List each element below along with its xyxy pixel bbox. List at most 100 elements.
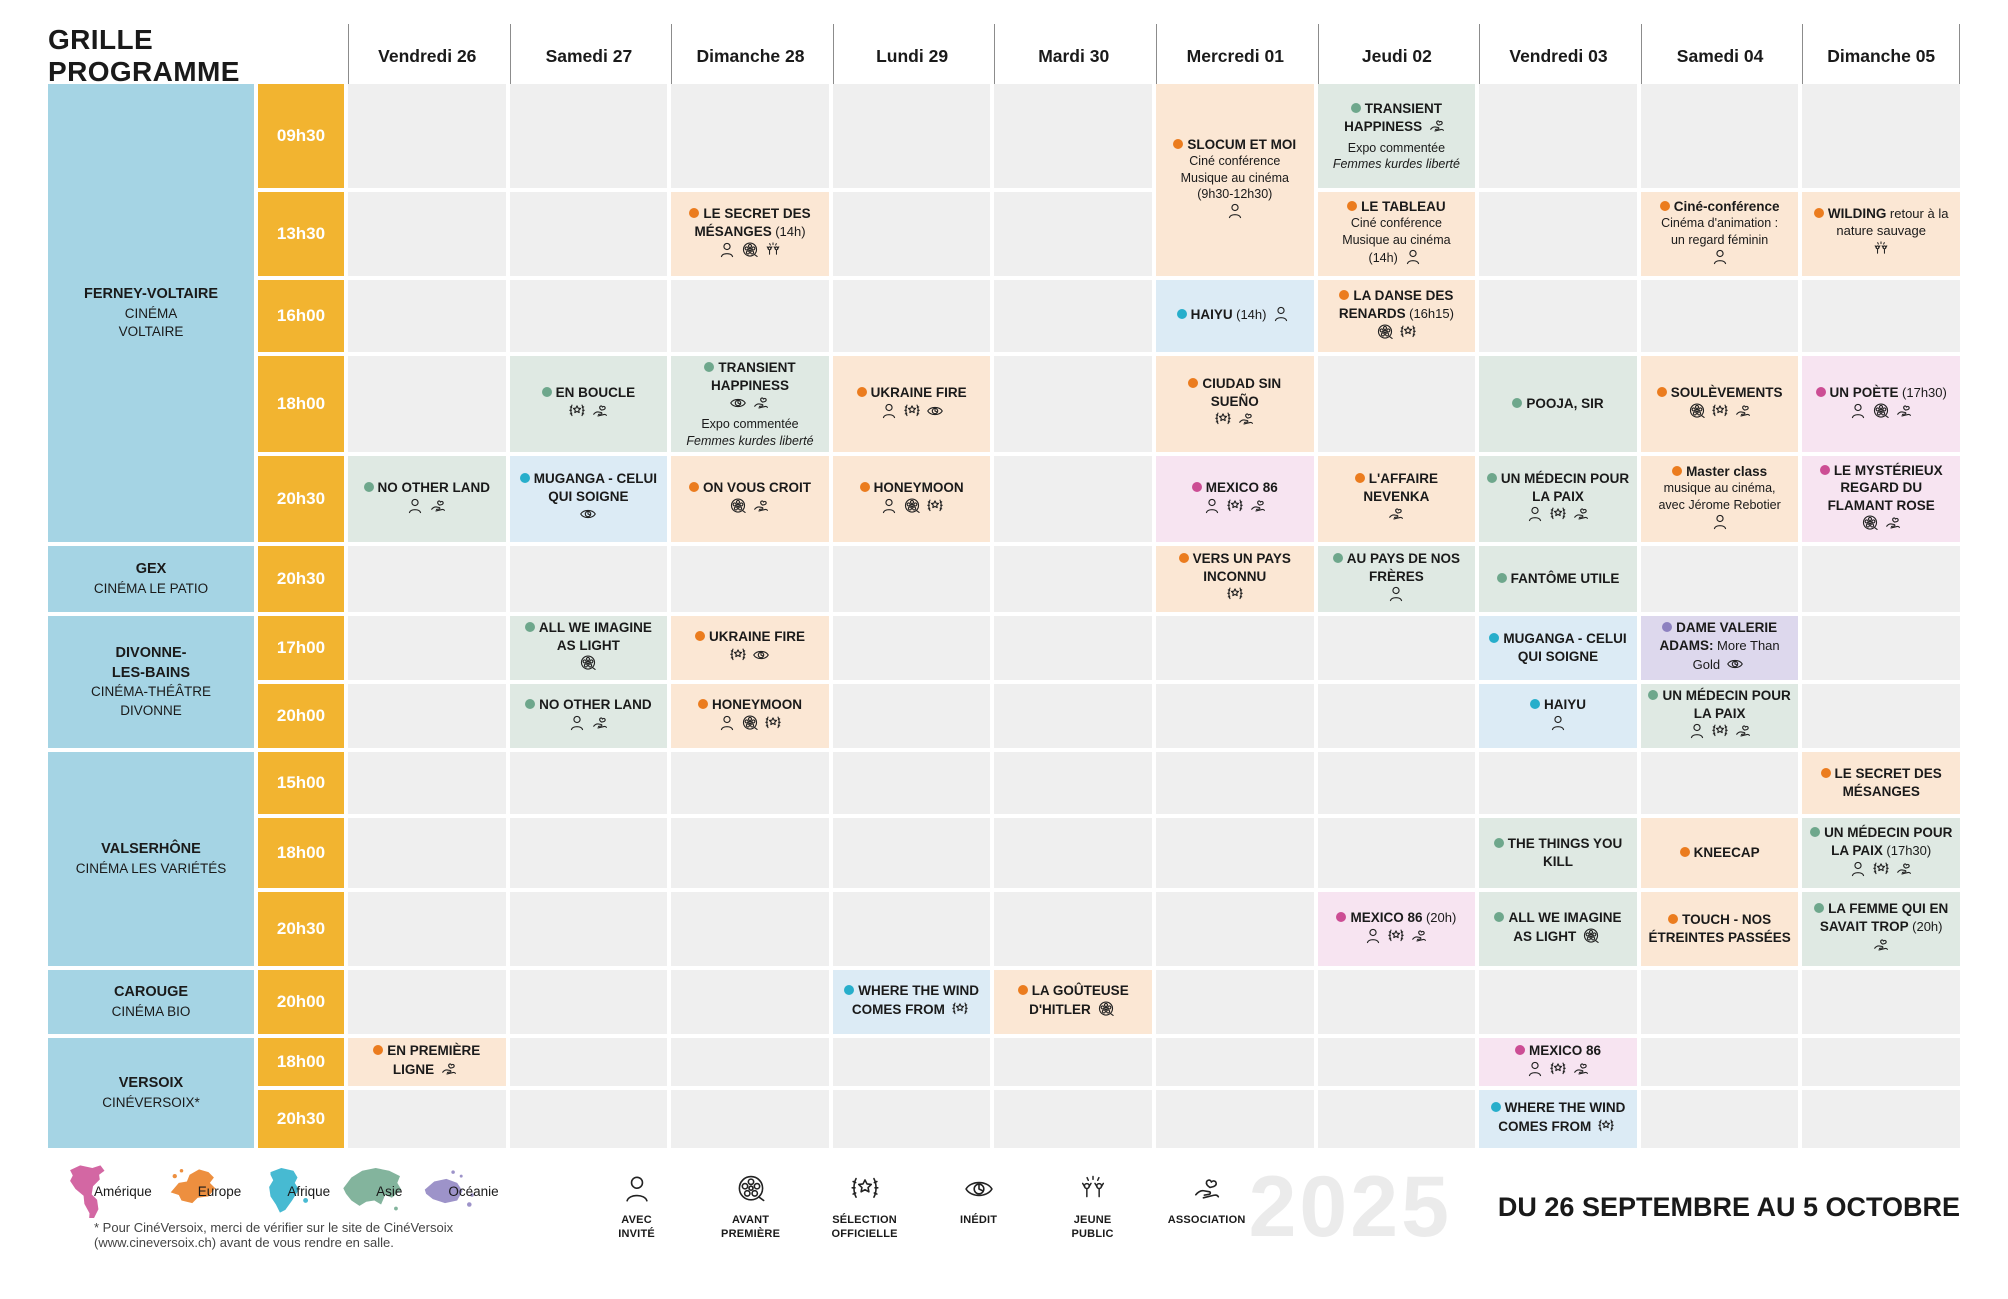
- icon-line: [678, 714, 822, 736]
- venue-label: DIVONNE- LES-BAINS CINÉMA-THÉÂTRE DIVONNE: [48, 616, 254, 748]
- empty-cell: [832, 892, 991, 966]
- program-cell: HONEYMOON: [832, 456, 991, 542]
- empty-cell: [1640, 1090, 1799, 1148]
- avec-invite-icon: [1849, 402, 1867, 424]
- time-label: 20h30: [258, 546, 344, 612]
- icon-row: [1094, 1001, 1117, 1017]
- program-cell: WHERE THE WIND COMES FROM: [832, 970, 991, 1034]
- selection-icon: [1711, 402, 1729, 424]
- empty-cell: [1156, 1090, 1314, 1148]
- program-cell: THE THINGS YOU KILL: [1479, 818, 1637, 888]
- film-title: Master class: [1686, 463, 1768, 479]
- film-title: TRANSIENT HAPPINESS: [1344, 100, 1443, 135]
- icon-line: [1648, 248, 1792, 270]
- film-title: MEXICO 86: [1350, 909, 1423, 925]
- empty-cell: [1479, 84, 1637, 188]
- empty-cell: [348, 280, 506, 352]
- film-title: MUGANGA - CELUI QUI SOIGNE: [1503, 631, 1627, 664]
- avec-invite-icon: [1849, 860, 1867, 882]
- avant-premiere-icon: [1097, 1000, 1115, 1022]
- icon-line: [1648, 402, 1792, 424]
- continent-legend-item: Amérique: [58, 1164, 152, 1218]
- program-cell-content: TRANSIENT HAPPINESS Expo commentée Femmes…: [1325, 100, 1469, 172]
- empty-cell: [1802, 546, 1960, 612]
- icon-line: [517, 505, 661, 527]
- avant-premiere-icon: [1582, 927, 1600, 949]
- program-cell: POOJA, SIR: [1479, 356, 1637, 452]
- time-label: 20h00: [258, 970, 344, 1034]
- afrique-map-icon: [269, 1168, 309, 1213]
- inedit-icon: [1726, 655, 1744, 677]
- time-label: 17h00: [258, 616, 344, 680]
- program-cell-content: MUGANGA - CELUI QUI SOIGNE: [517, 470, 661, 527]
- empty-cell: [1802, 84, 1960, 188]
- icon-row: [727, 397, 773, 411]
- avec-invite-icon: [880, 402, 898, 424]
- icon-line: [1163, 585, 1307, 607]
- empty-cell: [348, 84, 506, 188]
- association-icon: [591, 402, 609, 424]
- film-note-line: (9h30-12h30): [1197, 186, 1273, 201]
- amerique-map-icon: [70, 1165, 105, 1218]
- film-title: DAME VALERIE ADAMS:: [1659, 620, 1778, 653]
- film-title: WHERE THE WIND COMES FROM: [851, 983, 979, 1017]
- venue-name-line: CAROUGE: [113, 984, 189, 1001]
- continent-label: Europe: [197, 1183, 242, 1199]
- empty-cell: [509, 84, 668, 188]
- program-cell-content: WHERE THE WIND COMES FROM: [840, 982, 984, 1022]
- selection-icon: [1214, 410, 1232, 432]
- film-title: HAIYU: [1190, 306, 1233, 322]
- inedit-icon: [963, 1173, 995, 1210]
- empty-cell: [832, 684, 991, 748]
- jeune-public-icon: [764, 241, 782, 263]
- icon-row: [1523, 507, 1592, 522]
- empty-cell: [994, 752, 1152, 814]
- program-cell: FANTÔME UTILE: [1479, 546, 1637, 612]
- program-cell-content: NO OTHER LAND: [517, 696, 661, 736]
- icon-line: [1163, 410, 1307, 432]
- empty-cell: [1479, 192, 1637, 276]
- icon-line: [1163, 497, 1307, 519]
- film-title: SLOCUM ET MOI: [1187, 136, 1297, 152]
- continent-dot: [1486, 473, 1497, 484]
- empty-cell: [671, 84, 829, 188]
- jeune-public-icon: [1872, 240, 1890, 262]
- film-title: WHERE THE WIND COMES FROM: [1498, 1100, 1626, 1134]
- empty-cell: [1802, 970, 1960, 1034]
- avec-invite-icon: [1526, 505, 1544, 527]
- icon-row: [1724, 658, 1747, 672]
- avec-invite-icon: [1272, 305, 1290, 327]
- empty-cell: [348, 546, 506, 612]
- continent-dot: [524, 622, 535, 633]
- program-cell-content: Ciné-conférence Cinéma d'animation : un re…: [1648, 198, 1792, 270]
- badge-legend-item: SÉLECTION OFFICIELLE: [823, 1173, 907, 1242]
- film-title-suffix: (14h): [1236, 306, 1267, 322]
- program-cell: AU PAYS DE NOS FRÈRES: [1317, 546, 1476, 612]
- film-title: LE MYSTÉRIEUX REGARD DU FLAMANT ROSE: [1827, 462, 1943, 513]
- program-cell: WHERE THE WIND COMES FROM: [1479, 1090, 1637, 1148]
- association-icon: [1872, 936, 1890, 958]
- icon-line: [678, 241, 822, 263]
- program-cell: KNEECAP: [1640, 818, 1799, 888]
- continent-dot: [1514, 1045, 1525, 1056]
- continent-legend: Amérique Europe Afrique Asie Océanie: [58, 1164, 547, 1218]
- icon-row: [1546, 715, 1569, 731]
- icon-line: [1809, 240, 1953, 262]
- program-cell: ALL WE IMAGINE AS LIGHT: [1479, 892, 1637, 966]
- program-cell: LE SECRET DES MÉSANGES (14h): [671, 192, 829, 276]
- venue-section: FERNEY-VOLTAIRE CINÉMA VOLTAIRE 09h30 SLOCUM…: [48, 84, 1960, 542]
- continent-dot: [1493, 838, 1504, 849]
- icon-row: [1580, 928, 1603, 944]
- program-cell: VERS UN PAYS INCONNU: [1156, 546, 1314, 612]
- program-cell: CIUDAD SIN SUEÑO: [1156, 356, 1314, 452]
- selection-icon: [568, 402, 586, 424]
- icon-row: [948, 1002, 971, 1017]
- film-note-line: Ciné conférence: [1350, 216, 1442, 231]
- program-cell: UKRAINE FIRE: [832, 356, 991, 452]
- avec-invite-icon: [1404, 248, 1422, 270]
- continent-dot: [856, 387, 867, 398]
- avec-invite-icon: [1226, 202, 1244, 224]
- program-cell-content: MUGANGA - CELUI QUI SOIGNE: [1486, 630, 1630, 665]
- venue-sub-line: CINÉMA LES VARIÉTÉS: [75, 860, 227, 876]
- day-header: Lundi 29: [832, 24, 991, 88]
